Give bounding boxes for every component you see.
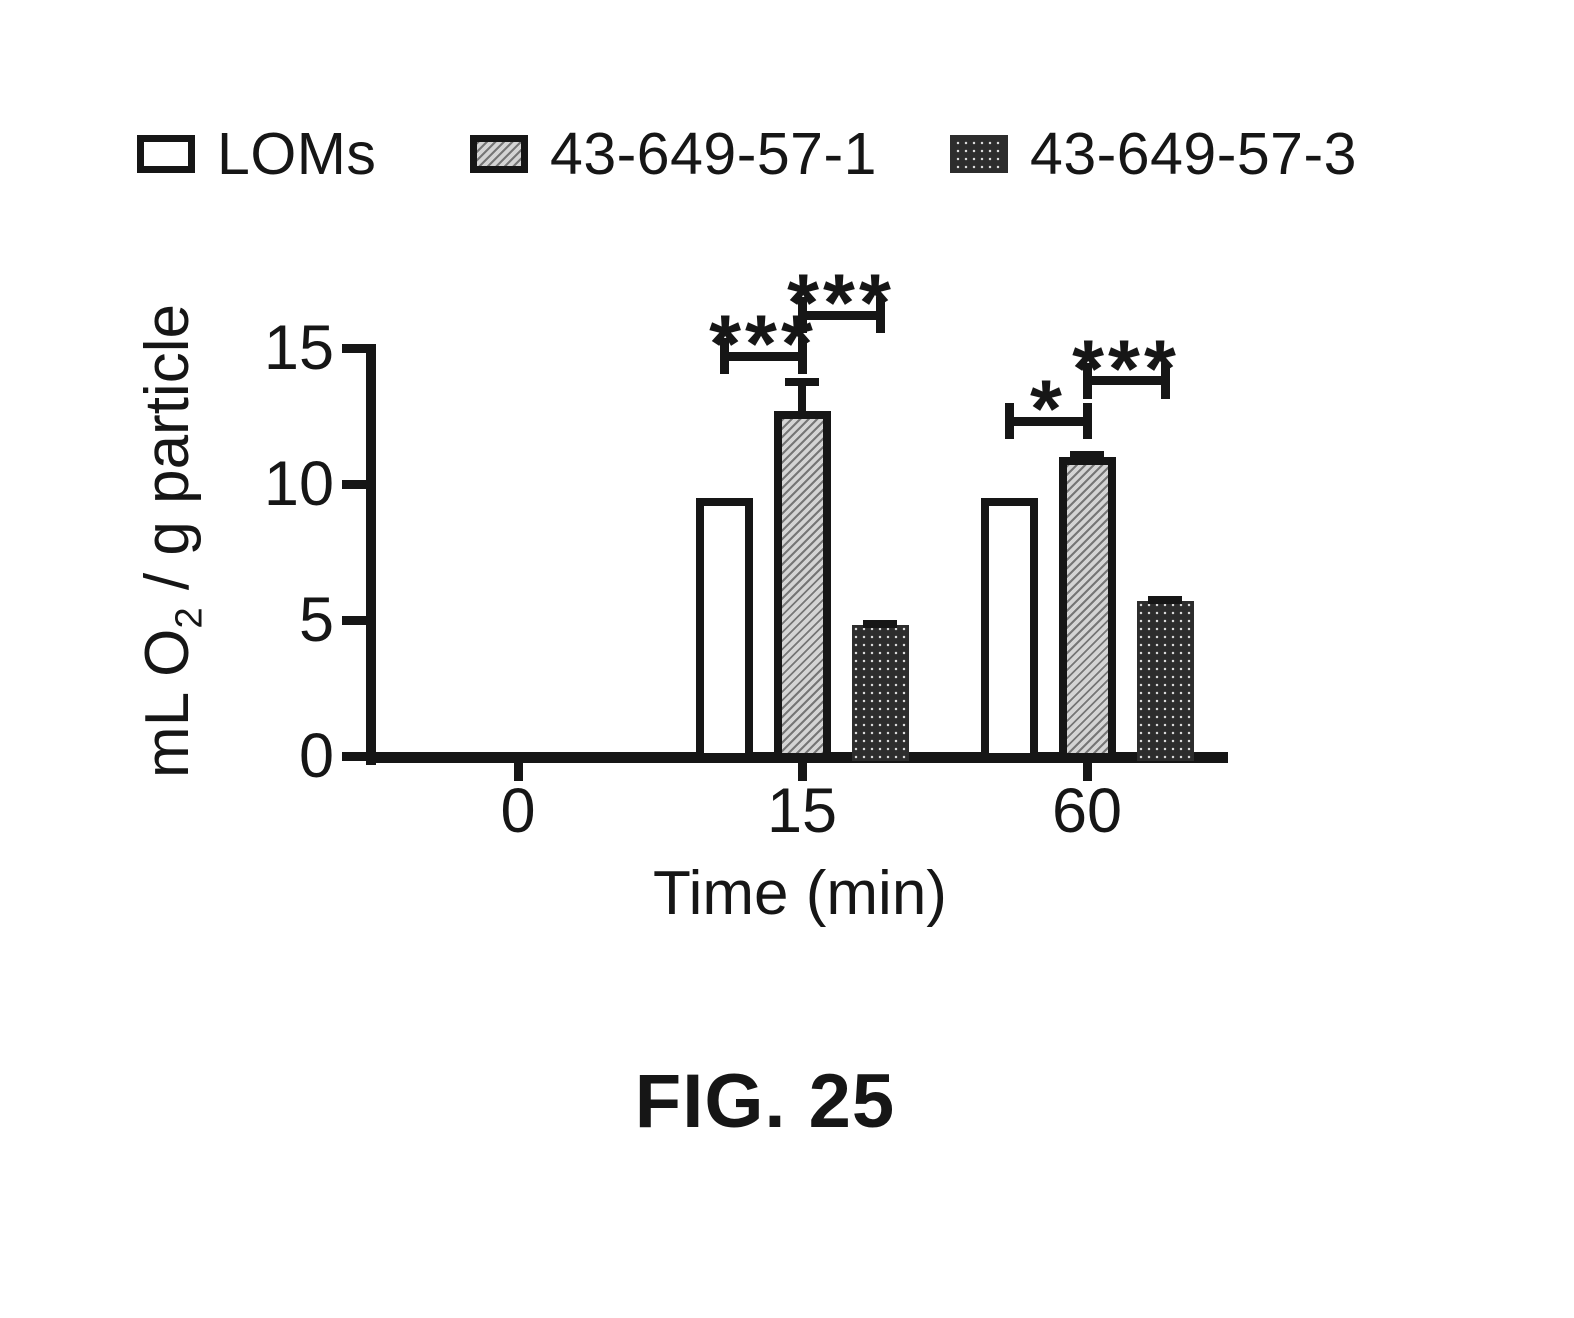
figure-caption: FIG. 25 [634,1059,896,1144]
y-tick-10 [342,479,366,489]
x-tick-15 [797,763,807,781]
error-bar-cap-43-649-57-1-15 [785,377,819,386]
legend-label-43-649-57-3: 43-649-57-3 [1030,121,1357,187]
hatched-bar-swatch-icon [470,135,528,173]
error-bar-stem-43-649-57-1-15 [798,377,806,411]
significance-bracket-1 [802,310,880,320]
legend-item-loms: LOMs [137,116,376,192]
error-bar-cap-43-649-57-1-60 [1070,451,1104,460]
x-tick-0 [513,763,523,781]
significance-bracket-cap-right-0 [798,338,807,375]
significance-bracket-cap-left-1 [798,297,807,334]
significance-bracket-cap-right-3 [1161,362,1170,399]
y-tick-15 [342,343,366,353]
y-tick-5 [342,615,366,625]
significance-stars-2: * [1030,364,1066,456]
significance-stars-1: *** [787,258,895,350]
y-axis-label-prefix: mL O [133,628,202,778]
significance-stars-3: *** [1072,323,1180,415]
significance-bracket-0 [724,351,802,361]
significance-bracket-2 [1009,416,1087,426]
y-tick-label-10: 10 [263,449,334,519]
x-tick-60 [1082,763,1092,781]
legend-label-43-649-57-1: 43-649-57-1 [550,121,877,187]
bar-43-649-57-1-15 [773,410,831,761]
bar-43-649-57-1-60 [1058,456,1116,761]
error-bar-cap-43-649-57-3-15 [863,620,897,628]
error-bar-cap-43-649-57-3-60 [1148,595,1182,604]
significance-bracket-cap-right-2 [1083,403,1092,440]
bar-LOMs-60 [980,497,1038,761]
significance-bracket-cap-left-0 [720,338,729,375]
significance-stars-0: *** [709,299,817,391]
legend-label-loms: LOMs [217,121,377,187]
bar-43-649-57-3-60 [1136,600,1194,761]
bar-LOMs-15 [695,497,753,761]
x-axis-label: Time (min) [653,859,947,928]
significance-bracket-cap-left-3 [1083,362,1092,399]
dark-bar-swatch-icon [950,135,1008,173]
x-tick-label-0: 0 [500,776,536,846]
x-tick-label-15: 15 [766,776,838,846]
y-axis-label: mL O2 / g particle [132,261,210,821]
y-tick-label-0: 0 [298,721,334,791]
y-tick-0 [342,751,366,761]
y-axis-line [366,344,376,765]
bar-43-649-57-3-15 [851,625,909,761]
legend-item-43-649-57-1: 43-649-57-1 [470,116,877,192]
y-axis-label-suffix: / g particle [133,304,202,608]
significance-bracket-cap-left-2 [1005,403,1014,440]
significance-bracket-3 [1087,376,1165,386]
significance-bracket-cap-right-1 [876,297,885,334]
legend-item-43-649-57-3: 43-649-57-3 [950,116,1357,192]
y-tick-label-15: 15 [263,313,334,383]
open-bar-swatch-icon [137,135,195,173]
y-tick-label-5: 5 [298,585,334,655]
x-tick-label-60: 60 [1051,776,1123,846]
